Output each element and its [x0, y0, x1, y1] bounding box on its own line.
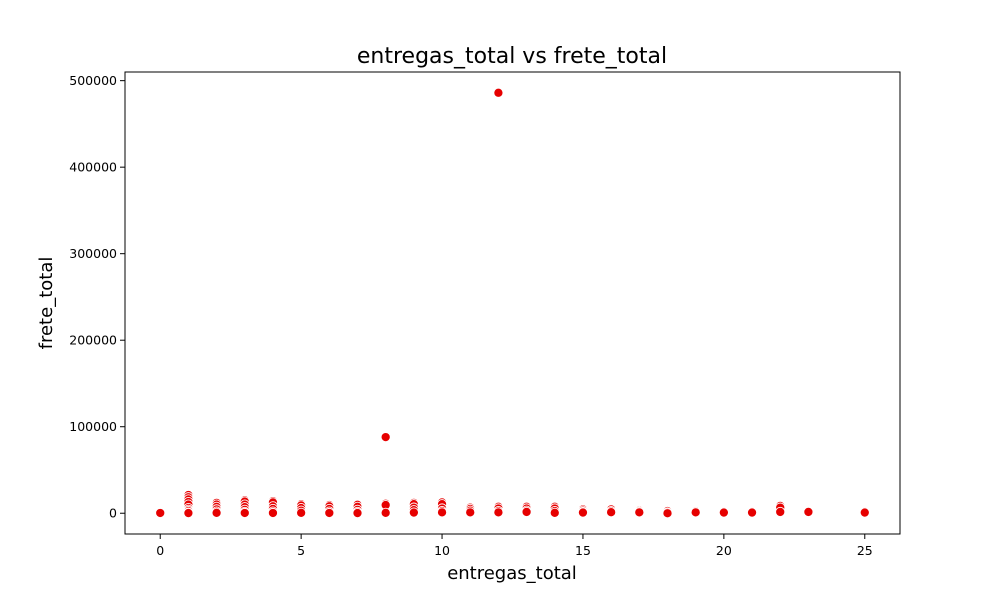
y-axis-ticks: 0 100000 200000 300000 400000 500000 — [69, 73, 125, 521]
y-tick-label: 500000 — [69, 73, 117, 88]
data-point — [211, 507, 222, 518]
data-point — [718, 507, 729, 518]
x-tick-label: 5 — [297, 543, 305, 558]
x-tick-label: 10 — [434, 543, 450, 558]
data-point — [380, 432, 391, 443]
data-point — [352, 508, 363, 519]
chart-title: entregas_total vs frete_total — [357, 44, 667, 69]
y-tick-label: 400000 — [69, 160, 117, 175]
data-point — [803, 506, 814, 517]
data-point — [662, 508, 673, 519]
data-point — [859, 507, 870, 518]
data-point — [493, 87, 504, 98]
data-point — [380, 507, 391, 518]
data-point — [465, 507, 476, 518]
data-point — [296, 507, 307, 518]
x-tick-label: 0 — [156, 543, 164, 558]
data-point — [747, 507, 758, 518]
x-tick-label: 25 — [857, 543, 873, 558]
data-point — [775, 506, 786, 517]
x-axis-ticks: 0 5 10 15 20 25 — [156, 534, 873, 558]
x-tick-label: 15 — [575, 543, 591, 558]
data-point — [267, 507, 279, 519]
y-tick-label: 0 — [109, 506, 117, 521]
data-point — [549, 507, 560, 518]
plot-frame — [124, 71, 901, 535]
y-tick-label: 100000 — [69, 419, 117, 434]
data-point — [634, 507, 645, 518]
data-point — [155, 507, 166, 519]
data-point — [521, 506, 532, 517]
y-axis-label: frete_total — [36, 257, 57, 350]
data-point — [408, 507, 419, 518]
data-point — [183, 508, 194, 519]
data-point — [606, 507, 617, 518]
x-tick-label: 20 — [716, 543, 732, 558]
data-point — [324, 507, 335, 519]
data-point — [493, 507, 504, 518]
x-axis-label: entregas_total — [447, 563, 577, 584]
y-tick-label: 200000 — [69, 333, 117, 348]
data-point — [690, 507, 701, 518]
data-point — [239, 507, 250, 519]
data-points — [155, 87, 870, 519]
y-tick-label: 300000 — [69, 246, 117, 261]
data-point — [577, 507, 589, 518]
data-point — [436, 507, 448, 518]
